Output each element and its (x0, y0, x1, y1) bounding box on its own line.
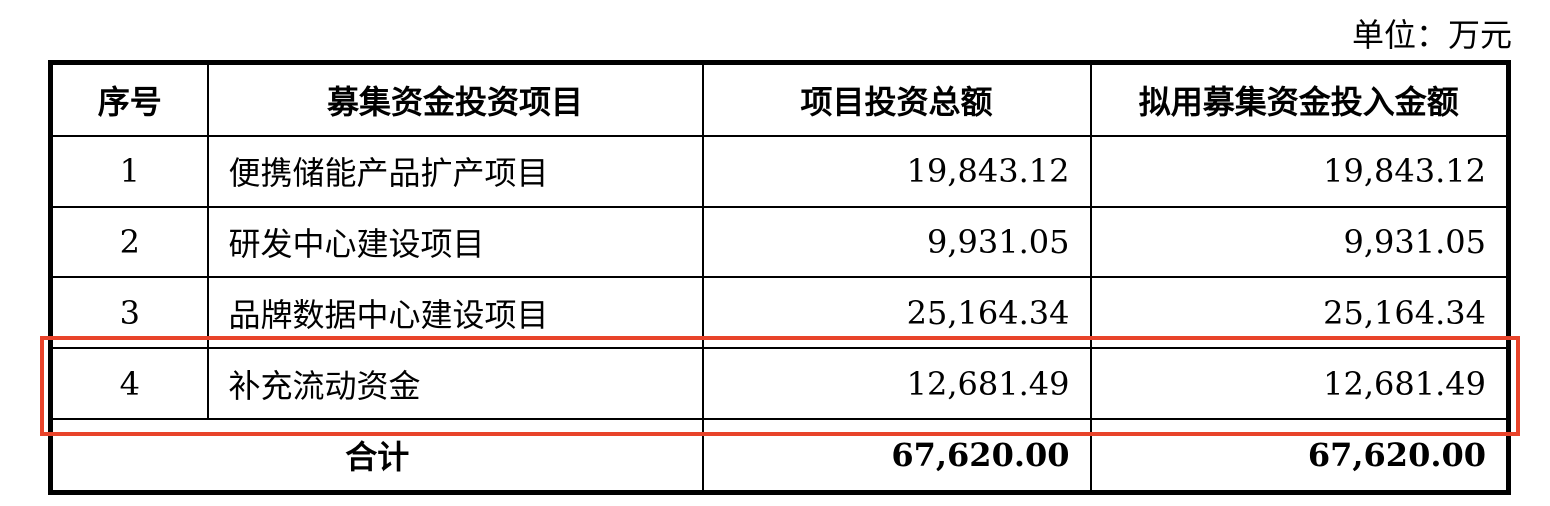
fundraising-projects-table: 序号 募集资金投资项目 项目投资总额 拟用募集资金投入金额 1 便携储能产品扩产… (48, 60, 1511, 495)
table-total-row: 合计 67,620.00 67,620.00 (49, 418, 1510, 494)
table-row: 4 补充流动资金 12,681.49 12,681.49 (49, 347, 1510, 421)
cell-raised: 19,843.12 (1089, 134, 1510, 208)
cell-no: 3 (49, 276, 209, 350)
table-header-row: 序号 募集资金投资项目 项目投资总额 拟用募集资金投入金额 (49, 61, 1510, 137)
unit-label: 单位：万元 (1351, 16, 1512, 54)
cell-raised: 25,164.34 (1089, 276, 1510, 350)
cell-raised: 9,931.05 (1089, 205, 1510, 279)
total-sum: 67,620.00 (701, 418, 1092, 494)
header-total: 项目投资总额 (701, 61, 1092, 137)
cell-no: 1 (49, 134, 209, 208)
table-row: 2 研发中心建设项目 9,931.05 9,931.05 (49, 205, 1510, 279)
cell-total: 19,843.12 (701, 134, 1092, 208)
cell-total: 25,164.34 (701, 276, 1092, 350)
total-label: 合计 (49, 418, 704, 494)
raised-sum: 67,620.00 (1089, 418, 1510, 494)
header-raised: 拟用募集资金投入金额 (1089, 61, 1510, 137)
table-row: 1 便携储能产品扩产项目 19,843.12 19,843.12 (49, 134, 1510, 208)
cell-project: 补充流动资金 (206, 347, 704, 421)
cell-no: 2 (49, 205, 209, 279)
cell-no: 4 (49, 347, 209, 421)
header-no: 序号 (49, 61, 209, 137)
cell-project: 品牌数据中心建设项目 (206, 276, 704, 350)
cell-total: 9,931.05 (701, 205, 1092, 279)
cell-project: 研发中心建设项目 (206, 205, 704, 279)
table-row: 3 品牌数据中心建设项目 25,164.34 25,164.34 (49, 276, 1510, 350)
cell-project: 便携储能产品扩产项目 (206, 134, 704, 208)
cell-raised: 12,681.49 (1089, 347, 1510, 421)
header-project: 募集资金投资项目 (206, 61, 704, 137)
cell-total: 12,681.49 (701, 347, 1092, 421)
